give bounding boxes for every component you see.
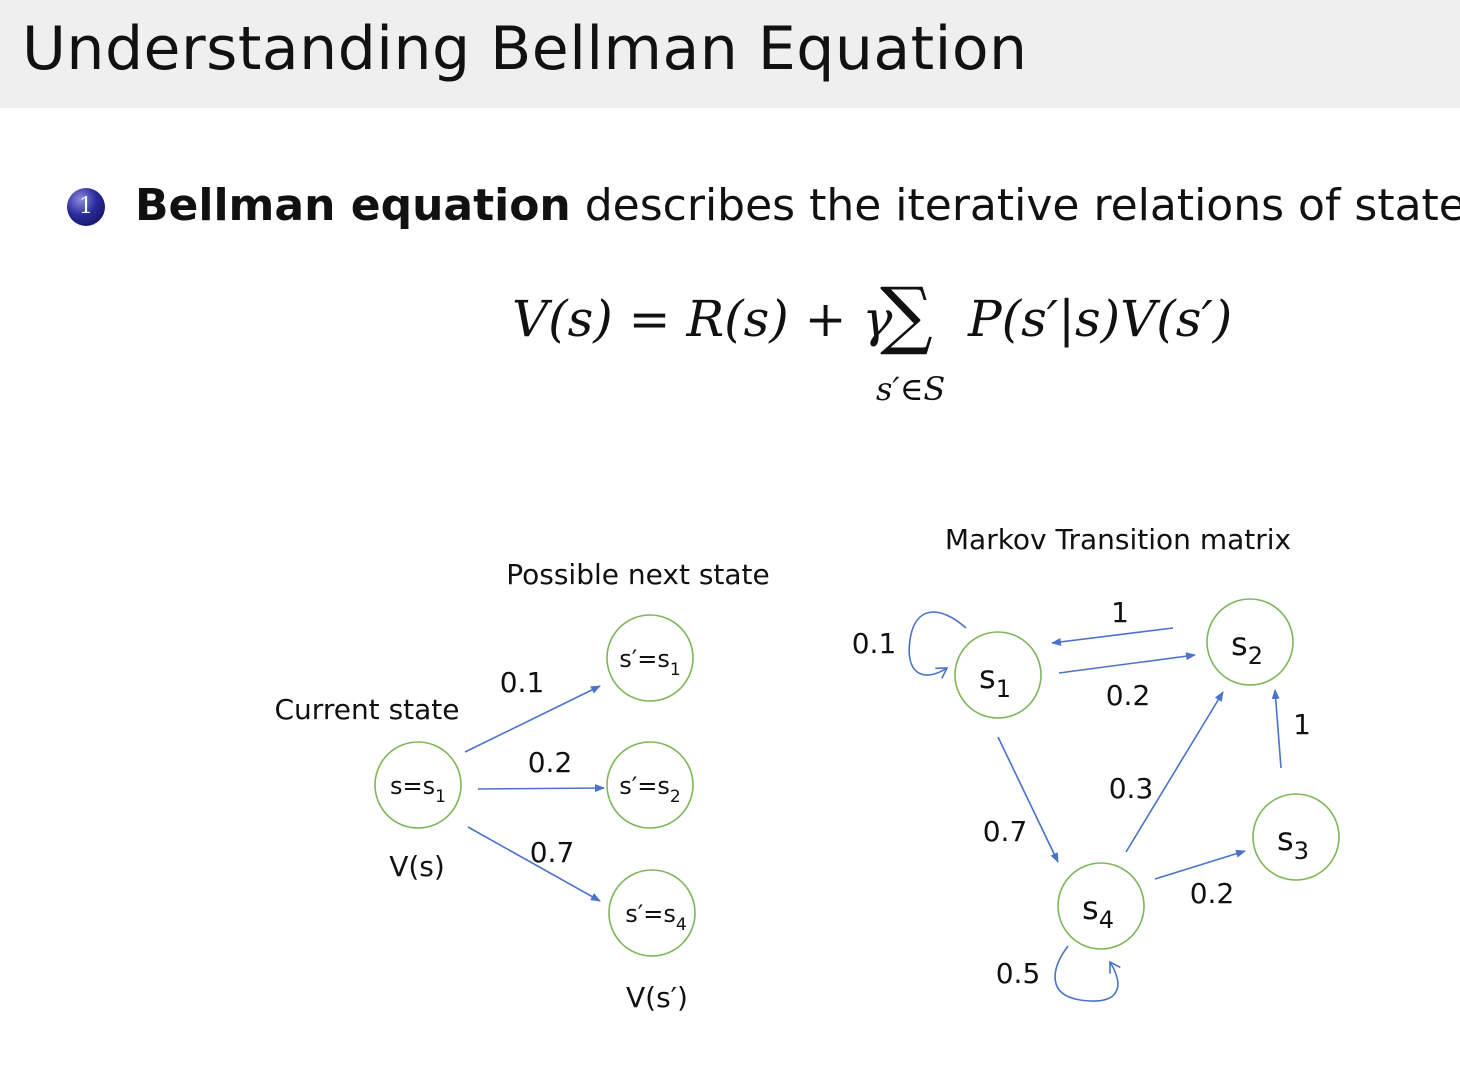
bullet-bold: Bellman equation [135,180,571,231]
next-state-label: Possible next state [506,558,770,591]
node-label: s2 [1231,625,1263,670]
prob-label: 0.5 [996,957,1041,990]
prob-label: 0.1 [852,627,897,660]
edge-to-s2 [477,784,605,793]
edge-s3-s2 [1271,689,1282,769]
node-s3 [1252,793,1340,881]
edge-s4-s4 [1054,945,1121,1002]
sum-subscript: s′∈S [876,370,946,408]
bullet-text: Bellman equation describes the iterative… [135,180,1460,231]
node-s2 [1206,598,1294,686]
markov-title: Markov Transition matrix [945,523,1291,556]
prob-label: 0.1 [500,666,545,699]
bullet-rest: describes the iterative relations of sta… [570,180,1460,231]
prob-label: 1 [1293,708,1311,741]
equation-rhs: P(s′|s)V(s′) [968,290,1233,348]
node-current [374,741,462,829]
next-value-label: V(s′) [626,981,688,1014]
node-next-s4 [608,869,696,957]
title-bar: Understanding Bellman Equation [0,0,1460,108]
node-label: s′=s4 [625,900,686,935]
equation-lhs: V(s) = R(s) + γ [512,290,893,348]
node-label: s1 [979,658,1011,703]
left-diagram: Current state Possible next state V(s) V… [275,558,770,1014]
node-next-s2 [606,741,694,829]
edge-s1-s1 [908,611,967,679]
node-label: s′=s2 [619,772,680,807]
prob-label: 0.2 [528,746,573,779]
right-diagram: Markov Transition matrix 0.1 1 0.2 1 0.3… [852,523,1340,1002]
prob-label: 0.3 [1109,772,1154,805]
node-s4 [1057,862,1145,950]
node-s1 [954,631,1042,719]
edge-s2-s1 [1051,627,1174,646]
node-next-s1 [606,614,694,702]
edge-s4-s3 [1154,849,1246,880]
node-label: s=s1 [390,772,446,807]
prob-label: 0.7 [530,836,575,869]
prob-label: 1 [1111,596,1129,629]
node-label: s4 [1082,889,1114,934]
node-label: s3 [1277,820,1309,865]
edge-s4-s2 [1125,691,1224,853]
current-value-label: V(s) [389,850,445,883]
current-state-label: Current state [275,693,460,726]
slide-title: Understanding Bellman Equation [22,14,1028,84]
edge-to-s4 [467,826,601,902]
edge-s1-s2 [1058,652,1196,674]
node-label: s′=s1 [619,645,680,680]
prob-label: 0.2 [1106,679,1151,712]
edge-to-s1 [464,685,601,753]
bullet-number-icon: 1 [67,188,105,226]
sum-symbol: ∑ [880,272,933,358]
edge-s1-s4 [997,736,1059,863]
prob-label: 0.7 [983,815,1028,848]
prob-label: 0.2 [1190,877,1235,910]
